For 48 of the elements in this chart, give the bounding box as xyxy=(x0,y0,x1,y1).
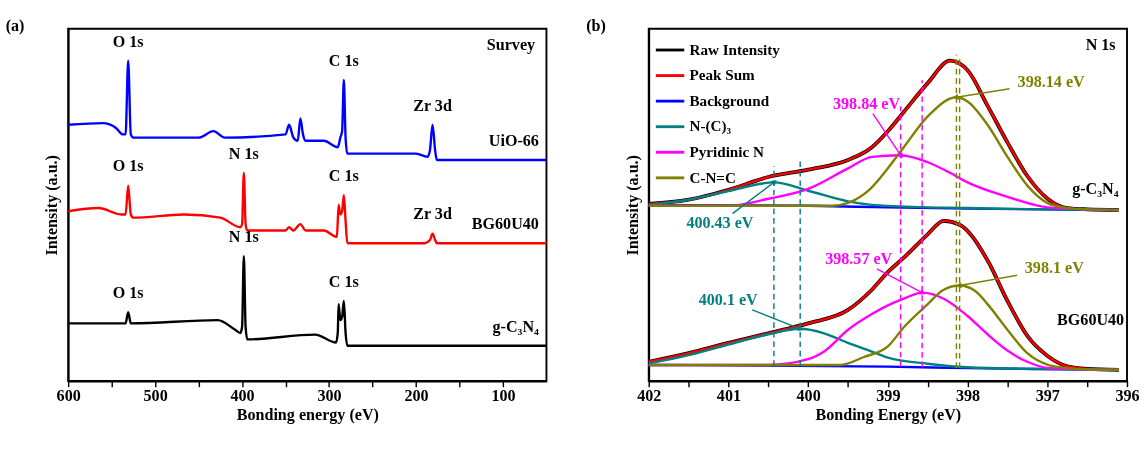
series-label: BG60U40 xyxy=(471,215,539,233)
annotation: 398.84 eV xyxy=(833,94,901,112)
text: N 1s xyxy=(1085,36,1116,54)
legend-label: Pyridinic N xyxy=(689,143,764,161)
legend-label: Peak Sum xyxy=(689,66,756,84)
x-tick-label: 400 xyxy=(230,387,255,405)
annotation: N 1s xyxy=(228,227,259,245)
x-tick-label: 100 xyxy=(491,387,516,405)
series-label: g-C₃N₄ xyxy=(492,317,540,336)
x-axis-title: Bonding energy (eV) xyxy=(236,406,379,425)
x-tick-label: 600 xyxy=(56,387,81,405)
annotation: N 1s xyxy=(228,144,259,162)
annotation: 398.14 eV xyxy=(1017,72,1086,90)
chart-title: (b) xyxy=(586,16,606,35)
y-axis-title: Intensity (a.u.) xyxy=(43,155,62,256)
legend-label: N-(C)₃ xyxy=(689,117,732,136)
annotation: O 1s xyxy=(112,157,144,175)
x-tick-label: 398 xyxy=(955,387,981,405)
annotation: BG60U40 xyxy=(1057,311,1125,329)
x-tick-label: 399 xyxy=(876,387,901,405)
annotation: 398.57 eV xyxy=(825,250,893,268)
annotation: O 1s xyxy=(112,32,144,50)
legend-label: Background xyxy=(689,91,770,109)
x-tick-label: 402 xyxy=(637,387,662,405)
series-label: UiO-66 xyxy=(488,131,539,149)
annotation: Zr 3d xyxy=(413,96,452,114)
x-tick-label: 401 xyxy=(716,387,741,405)
chart-title: (a) xyxy=(5,16,25,35)
annotation: C 1s xyxy=(328,167,359,185)
x-tick-label: 400 xyxy=(796,387,821,405)
x-tick-label: 397 xyxy=(1035,387,1060,405)
x-tick-label: 500 xyxy=(143,387,168,405)
text: Survey xyxy=(486,36,536,55)
annotation: C 1s xyxy=(328,272,359,290)
legend-label: Raw Intensity xyxy=(689,40,781,58)
annotation: C 1s xyxy=(328,51,359,69)
legend-label: C-N=C xyxy=(689,168,736,186)
annotation: Zr 3d xyxy=(413,205,452,223)
y-axis-title: Intensity (a.u.) xyxy=(623,155,642,256)
x-tick-label: 200 xyxy=(404,387,429,405)
x-axis-title: Bonding Energy (eV) xyxy=(815,406,962,425)
annotation: g-C₃N₄ xyxy=(1072,179,1119,198)
annotation: 400.1 eV xyxy=(698,291,759,309)
x-tick-label: 396 xyxy=(1115,387,1140,405)
annotation: 400.43 eV xyxy=(686,213,754,231)
annotation: O 1s xyxy=(112,283,144,301)
annotation: 398.1 eV xyxy=(1024,259,1085,277)
x-tick-label: 300 xyxy=(317,387,342,405)
